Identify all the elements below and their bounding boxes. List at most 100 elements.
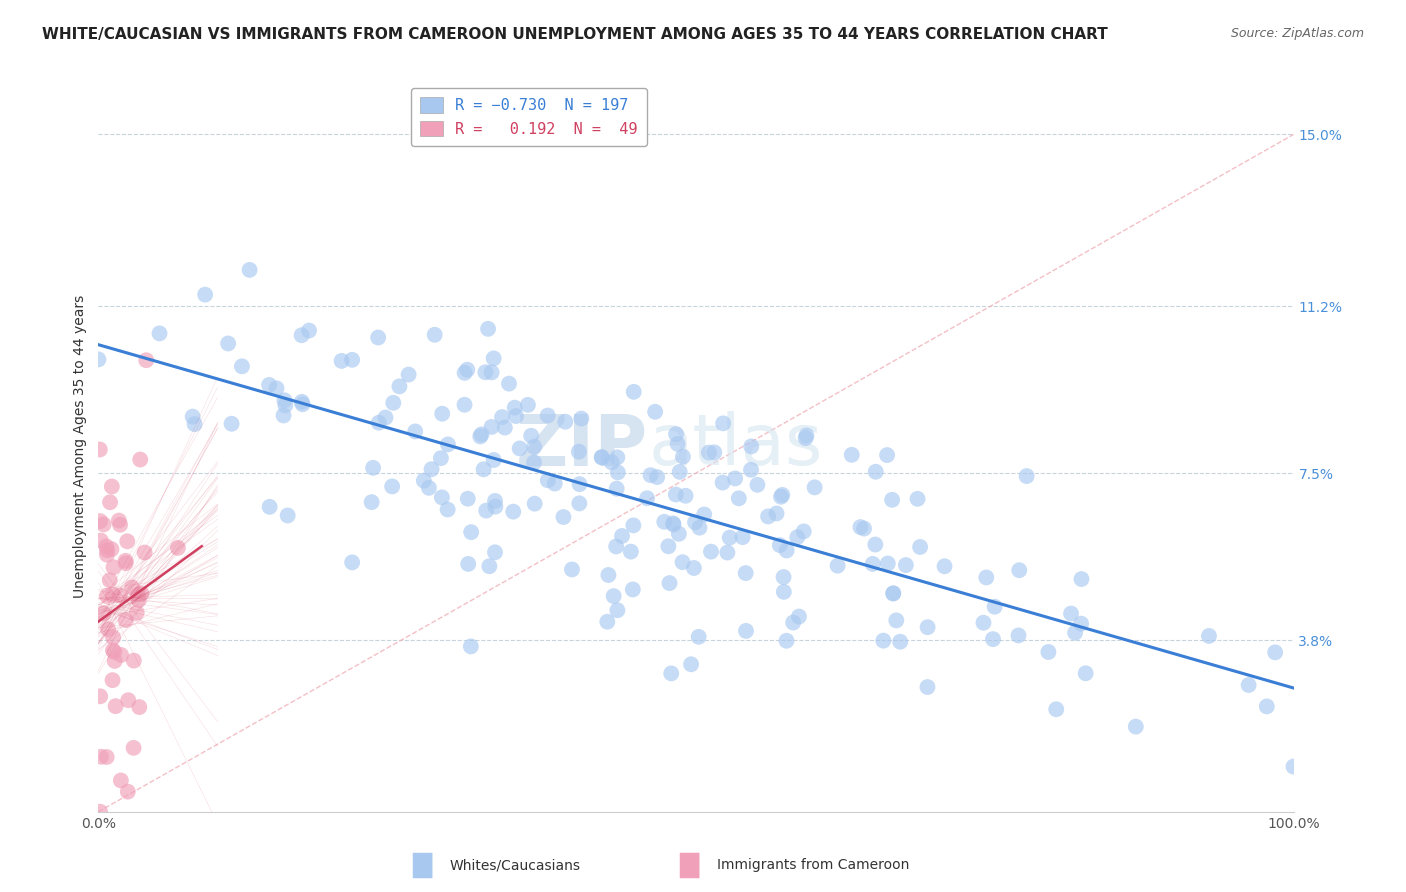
Point [894, 558, 917, 572]
Point [523, 497, 546, 511]
Text: █: █ [679, 853, 699, 878]
Point [108, 514, 131, 528]
Point [983, 599, 1005, 614]
Point [972, 615, 994, 630]
Point [711, 417, 734, 431]
Point [477, 322, 499, 336]
Point [537, 409, 560, 423]
Point [101, 631, 124, 645]
Point [183, 417, 205, 431]
Point [491, 410, 513, 425]
Point [96, 540, 118, 554]
Point [96, 548, 118, 562]
Point [591, 450, 613, 465]
Point [917, 680, 939, 694]
Point [430, 451, 453, 466]
Point [689, 521, 711, 535]
Point [509, 442, 531, 456]
Point [217, 336, 239, 351]
Point [734, 566, 756, 580]
Point [93, 607, 115, 621]
Point [703, 445, 725, 459]
Point [665, 427, 688, 442]
Point [89, 514, 111, 528]
Point [398, 368, 420, 382]
Point [658, 576, 681, 591]
Point [505, 409, 527, 423]
Point [330, 354, 353, 368]
Point [117, 693, 139, 707]
Point [1070, 572, 1092, 586]
Point [772, 570, 794, 584]
Point [259, 500, 281, 514]
Point [523, 440, 546, 454]
Point [472, 462, 495, 476]
Point [568, 444, 591, 458]
Point [98, 495, 121, 509]
Point [731, 530, 754, 544]
Point [882, 492, 904, 507]
Point [89, 690, 111, 704]
Point [1060, 607, 1083, 621]
Point [122, 740, 145, 755]
Point [693, 508, 716, 522]
Point [793, 524, 815, 539]
Point [600, 455, 623, 469]
Point [1070, 616, 1092, 631]
Point [735, 624, 758, 638]
Point [882, 586, 904, 600]
Point [610, 529, 633, 543]
Text: Whites/Caucasians: Whites/Caucasians [450, 858, 581, 872]
Point [239, 263, 262, 277]
Point [981, 632, 1004, 646]
Point [221, 417, 243, 431]
Text: WHITE/CAUCASIAN VS IMMIGRANTS FROM CAMEROON UNEMPLOYMENT AMONG AGES 35 TO 44 YEA: WHITE/CAUCASIAN VS IMMIGRANTS FROM CAMER… [42, 27, 1108, 42]
Point [382, 396, 405, 410]
Point [110, 773, 132, 788]
Point [876, 448, 898, 462]
Point [418, 481, 440, 495]
Point [475, 503, 498, 517]
Point [591, 450, 613, 465]
Point [127, 588, 149, 602]
Point [503, 401, 526, 415]
Point [672, 450, 695, 464]
Point [644, 405, 666, 419]
Point [756, 509, 779, 524]
Point [117, 534, 139, 549]
Point [114, 613, 136, 627]
Point [502, 505, 524, 519]
Point [298, 324, 321, 338]
Point [740, 439, 762, 453]
Point [537, 473, 560, 487]
Point [620, 544, 643, 558]
Point [765, 507, 787, 521]
Point [782, 615, 804, 630]
Point [775, 633, 797, 648]
Point [101, 479, 124, 493]
Point [724, 471, 747, 485]
Point [478, 559, 501, 574]
Point [908, 540, 931, 554]
Point [1064, 625, 1087, 640]
Point [381, 479, 404, 493]
Point [681, 657, 703, 672]
Point [498, 376, 520, 391]
Point [602, 589, 624, 603]
Point [374, 410, 396, 425]
Point [128, 593, 150, 607]
Point [688, 630, 710, 644]
Point [523, 455, 546, 469]
Point [420, 462, 443, 476]
Point [121, 581, 143, 595]
Point [605, 540, 627, 554]
Point [666, 437, 689, 451]
Point [561, 562, 583, 576]
Point [827, 558, 849, 573]
Point [1256, 699, 1278, 714]
Point [360, 495, 382, 509]
Point [636, 491, 658, 506]
Point [103, 560, 125, 574]
Point [388, 379, 411, 393]
Point [675, 489, 697, 503]
